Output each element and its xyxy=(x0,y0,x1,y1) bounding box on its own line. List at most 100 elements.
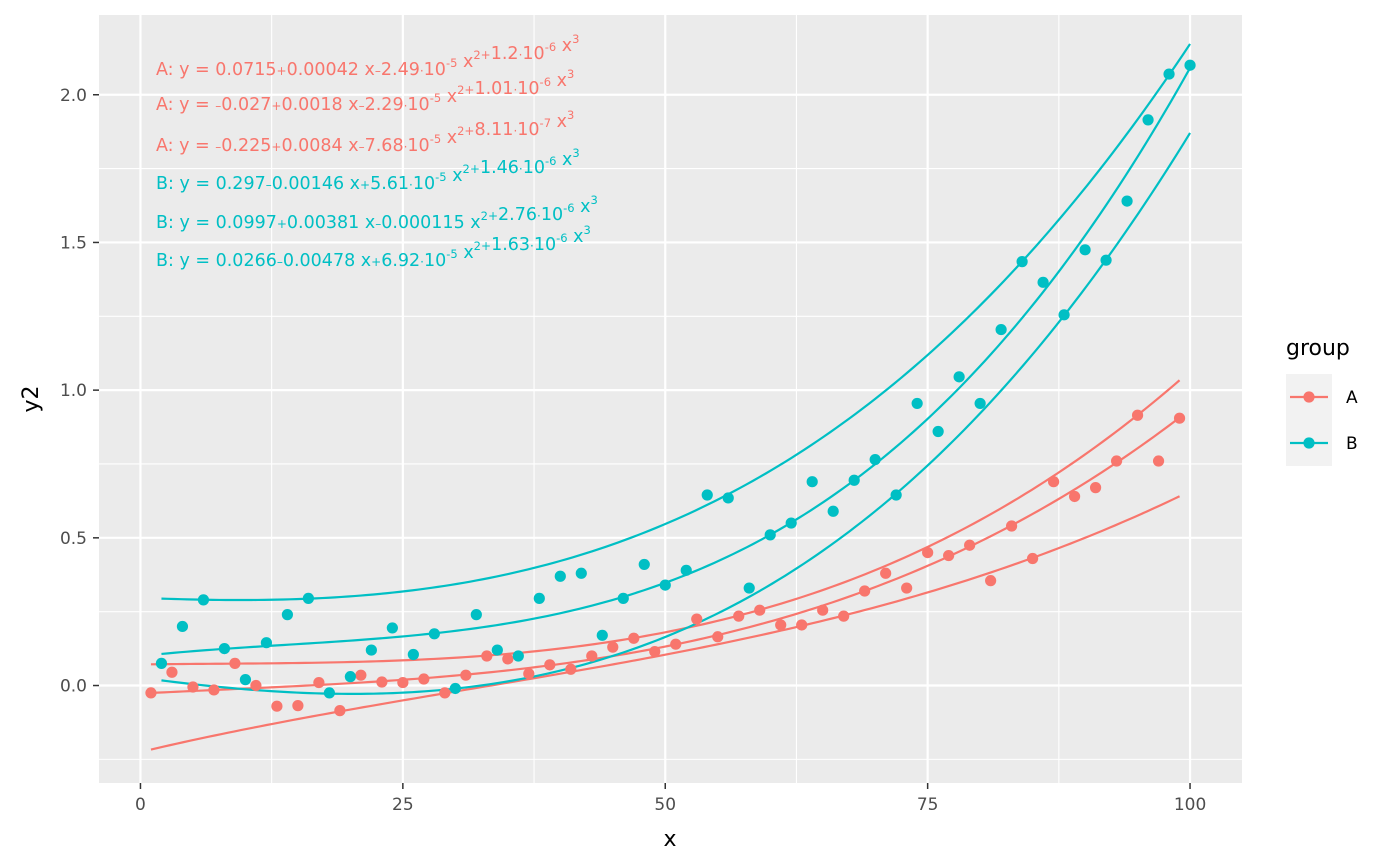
point-A xyxy=(670,638,682,650)
point-A xyxy=(586,650,598,662)
point-B xyxy=(785,517,797,529)
point-A xyxy=(1027,552,1039,565)
point-B xyxy=(302,592,314,604)
point-B xyxy=(743,582,755,594)
point-A xyxy=(1131,409,1144,421)
fit-curve-B-5 xyxy=(161,67,1192,656)
equation-label-2: A: y = –0.027+0.0018 x–2.29·10-5 x2+1.01… xyxy=(156,67,574,115)
legend-key-point-B xyxy=(1303,437,1315,449)
y-tick-label: 1.5 xyxy=(60,233,87,253)
point-A xyxy=(985,575,997,587)
point-A xyxy=(691,613,703,625)
point-B xyxy=(428,628,440,640)
point-B xyxy=(1016,256,1028,268)
point-B xyxy=(470,609,482,621)
point-B xyxy=(323,687,335,699)
y-tick-label: 0.0 xyxy=(60,677,87,697)
x-tick-label: 25 xyxy=(392,795,414,815)
point-B xyxy=(1142,114,1154,126)
point-B xyxy=(701,489,713,501)
point-B xyxy=(890,489,902,501)
point-A xyxy=(1110,455,1123,467)
point-A xyxy=(145,687,157,699)
point-B xyxy=(806,476,818,488)
point-B xyxy=(596,629,608,641)
point-B xyxy=(911,397,923,410)
point-B xyxy=(1184,59,1196,71)
point-A xyxy=(334,705,346,717)
fit-curve-A-1 xyxy=(150,379,1181,666)
point-A xyxy=(229,657,241,669)
point-A xyxy=(460,669,472,681)
point-B xyxy=(491,644,503,656)
point-A xyxy=(397,676,409,689)
point-B xyxy=(1163,68,1175,80)
legend-label-A: A xyxy=(1346,388,1358,408)
point-A xyxy=(1047,476,1060,488)
x-tick-label: 0 xyxy=(135,795,146,815)
point-A xyxy=(523,668,535,680)
equation-label-4: B: y = 0.297–0.00146 x+5.61·10-5 x2+1.46… xyxy=(156,146,580,194)
legend-title: group xyxy=(1286,336,1350,361)
point-A xyxy=(796,619,808,631)
equation-annotations: A: y = 0.0715+0.00042 x–2.49·10-5 x2+1.2… xyxy=(156,32,598,271)
point-B xyxy=(281,609,294,621)
point-B xyxy=(386,622,398,634)
point-B xyxy=(764,529,776,541)
plot-panel xyxy=(99,15,1242,783)
point-B xyxy=(659,579,671,591)
point-B xyxy=(869,453,881,466)
x-tick-label: 50 xyxy=(654,795,676,815)
point-B xyxy=(680,564,692,576)
point-B xyxy=(953,371,965,383)
point-A xyxy=(712,631,724,643)
point-B xyxy=(197,594,210,606)
point-A xyxy=(187,681,199,693)
legend-key-point-A xyxy=(1303,391,1315,403)
point-A xyxy=(250,679,262,692)
point-A xyxy=(1173,412,1186,424)
point-A xyxy=(838,610,850,622)
point-B xyxy=(1079,244,1091,256)
y-tick-label: 0.5 xyxy=(60,529,87,549)
point-A xyxy=(355,669,367,681)
point-A xyxy=(439,687,451,699)
point-A xyxy=(607,641,619,653)
point-B xyxy=(1058,309,1070,321)
point-A xyxy=(775,619,787,631)
point-B xyxy=(218,643,231,655)
point-A xyxy=(1089,482,1102,494)
point-B xyxy=(533,592,545,604)
y-axis-title: y2 xyxy=(19,385,44,412)
point-A xyxy=(880,567,892,579)
equation-label-3: A: y = –0.225+0.0084 x–7.68·10-5 x2+8.11… xyxy=(156,108,574,156)
y-tick-label: 2.0 xyxy=(60,86,87,106)
point-B xyxy=(638,558,650,571)
point-A xyxy=(964,539,976,551)
point-B xyxy=(512,650,524,662)
point-A xyxy=(901,582,913,594)
point-A xyxy=(943,549,955,562)
point-A xyxy=(502,653,514,665)
data-points xyxy=(145,59,1196,717)
point-A xyxy=(1152,455,1165,467)
point-A xyxy=(292,700,304,712)
point-A xyxy=(754,604,766,616)
equation-label-1: A: y = 0.0715+0.00042 x–2.49·10-5 x2+1.2… xyxy=(156,32,579,80)
point-B xyxy=(239,674,252,686)
point-A xyxy=(649,645,661,658)
point-A xyxy=(628,632,640,644)
point-B xyxy=(1121,195,1133,207)
point-A xyxy=(733,610,745,622)
point-A xyxy=(565,663,577,675)
point-B xyxy=(554,570,566,582)
point-B xyxy=(617,592,629,604)
x-axis-title: x xyxy=(663,827,676,852)
fit-curve-A-3 xyxy=(150,495,1181,751)
point-A xyxy=(1068,490,1081,503)
point-B xyxy=(932,425,944,438)
point-B xyxy=(407,648,419,661)
point-B xyxy=(260,637,273,649)
point-B xyxy=(1100,254,1112,266)
